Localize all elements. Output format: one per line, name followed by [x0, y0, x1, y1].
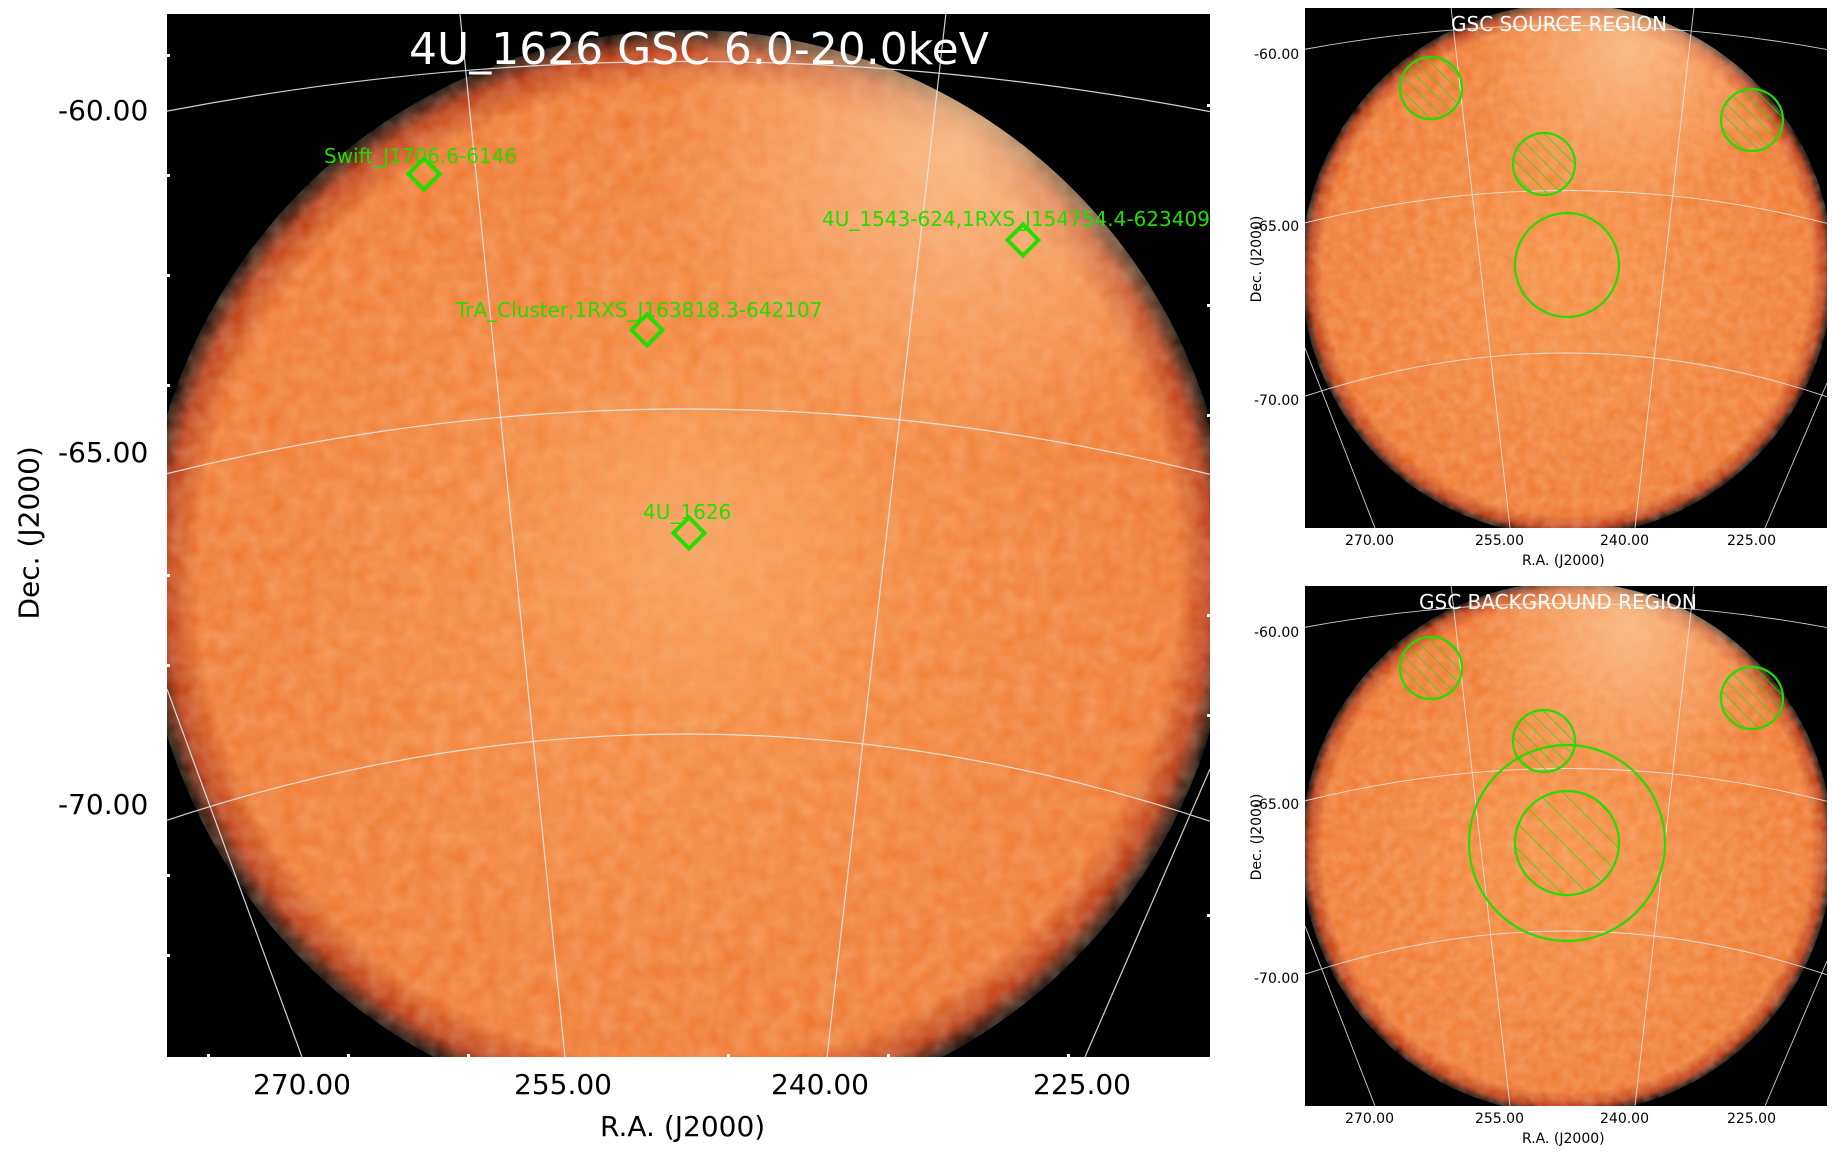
- source-x-axis-title: R.A. (J2000): [1522, 553, 1605, 569]
- source-extraction-circle: [1513, 211, 1621, 319]
- source-label-swift-j1706: Swift_J1706.6-6146: [324, 144, 517, 168]
- exclusion-circle: [1719, 665, 1785, 731]
- exclusion-circle: [1513, 789, 1621, 897]
- exclusion-circle: [1511, 131, 1577, 197]
- main-sky-svg: Swift_J1706.6-6146 4U_1543-624,1RXS_J154…: [167, 14, 1210, 1057]
- background-x-axis-title: R.A. (J2000): [1522, 1131, 1605, 1147]
- source-label-4u-1543: 4U_1543-624,1RXS_J154754.4-623409: [822, 207, 1210, 231]
- main-coordinate-grid: [167, 14, 1210, 1057]
- main-y-axis-title: Dec. (J2000): [12, 446, 46, 620]
- marker-4u-1543: [1004, 221, 1042, 259]
- source-region-panel: GSC SOURCE REGION -60.00 -65.00 -70.00 2…: [1230, 0, 1832, 578]
- source-y-axis-title: Dec. (J2000): [1249, 215, 1265, 303]
- background-x-tick-label: 255.00: [1475, 1111, 1524, 1127]
- main-x-tick-label: 225.00: [1033, 1068, 1131, 1101]
- source-panel-title: GSC SOURCE REGION: [1451, 12, 1668, 36]
- exclusion-circle: [1511, 708, 1577, 774]
- background-annulus-outer: [1467, 743, 1667, 943]
- background-exclusion-regions: [1398, 635, 1785, 897]
- background-y-tick-label: -65.00: [1254, 797, 1300, 813]
- source-x-tick-label: 270.00: [1345, 533, 1394, 549]
- marker-swift-j1706: [405, 155, 443, 193]
- background-y-axis-title: Dec. (J2000): [1249, 793, 1265, 881]
- background-x-tick-label: 240.00: [1600, 1111, 1649, 1127]
- background-region-panel: GSC BACKGROUND REGION -60.00 -65.00 -70.…: [1230, 578, 1832, 1156]
- exclusion-circle: [1398, 55, 1464, 121]
- background-y-tick-label: -60.00: [1254, 625, 1300, 641]
- main-y-tick-label: -60.00: [58, 94, 149, 127]
- exclusion-circle: [1398, 635, 1464, 701]
- main-y-tick-label: -70.00: [58, 788, 149, 821]
- source-exclusion-regions: [1398, 55, 1785, 197]
- main-source-markers: [405, 155, 1042, 552]
- source-y-tick-label: -65.00: [1254, 219, 1300, 235]
- background-sky-image: GSC BACKGROUND REGION: [1305, 586, 1827, 1106]
- main-x-tick-label: 270.00: [253, 1068, 351, 1101]
- source-y-tick-label: -70.00: [1254, 393, 1300, 409]
- marker-4u-1626: [670, 514, 708, 552]
- source-sky-image: GSC SOURCE REGION: [1305, 8, 1827, 528]
- background-y-tick-label: -70.00: [1254, 971, 1300, 987]
- background-sky-svg: [1305, 586, 1827, 1106]
- source-x-tick-label: 255.00: [1475, 533, 1524, 549]
- main-plot-title: 4U_1626 GSC 6.0-20.0keV: [409, 24, 989, 75]
- source-sky-svg: [1305, 8, 1827, 528]
- background-panel-title: GSC BACKGROUND REGION: [1419, 590, 1697, 614]
- main-y-tick-label: -65.00: [58, 436, 149, 469]
- exclusion-circle: [1719, 87, 1785, 153]
- main-sky-image: Swift_J1706.6-6146 4U_1543-624,1RXS_J154…: [167, 14, 1210, 1057]
- background-x-tick-label: 270.00: [1345, 1111, 1394, 1127]
- marker-tra-cluster: [628, 311, 666, 349]
- source-label-4u-1626: 4U_1626: [643, 500, 731, 524]
- main-x-tick-label: 255.00: [514, 1068, 612, 1101]
- source-x-tick-label: 225.00: [1727, 533, 1776, 549]
- main-sky-map-panel: Swift_J1706.6-6146 4U_1543-624,1RXS_J154…: [12, 14, 1210, 1143]
- source-y-tick-label: -60.00: [1254, 47, 1300, 63]
- source-x-tick-label: 240.00: [1600, 533, 1649, 549]
- background-x-tick-label: 225.00: [1727, 1111, 1776, 1127]
- main-x-axis-title: R.A. (J2000): [600, 1110, 766, 1143]
- main-edge-ticks: [167, 54, 1210, 1057]
- source-label-tra-cluster: TrA_Cluster,1RXS_J163818.3-642107: [455, 298, 822, 322]
- main-x-tick-label: 240.00: [771, 1068, 869, 1101]
